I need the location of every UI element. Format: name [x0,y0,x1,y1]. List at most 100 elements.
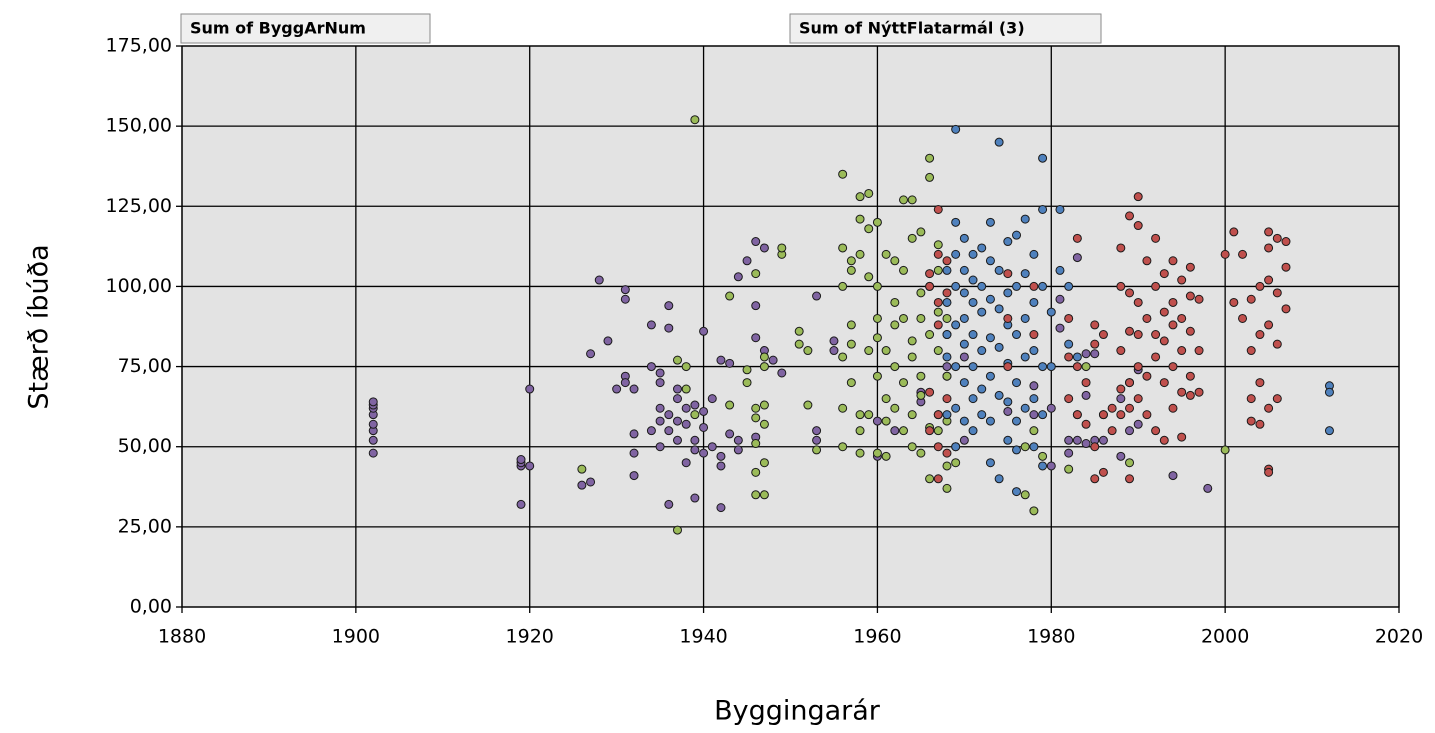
point [1020,403,1030,413]
point [1133,394,1143,404]
y-tick-label: 75,00 [118,355,172,377]
y-tick-label: 175,00 [106,35,172,57]
point [768,355,778,365]
point [907,336,917,346]
point [959,435,969,445]
point [864,346,874,356]
point [1046,461,1056,471]
point [516,455,526,465]
point [881,346,891,356]
point [672,394,682,404]
button-label[interactable]: Sum of NýttFlatarmál (3) [799,19,1025,38]
point [1116,410,1126,420]
point [1038,362,1048,372]
axes: 0,00 25,00 50,00 75,00 100,00 125,00 150,00 175… [106,35,1424,648]
y-tick-label: 25,00 [118,515,172,537]
point [751,237,761,247]
point [1020,352,1030,362]
point [1038,204,1048,214]
point [742,378,752,388]
point [907,233,917,243]
point [933,426,943,436]
y-tick-label: 150,00 [106,115,172,137]
point [994,342,1004,352]
point [1029,506,1039,516]
point [872,217,882,227]
button-box[interactable] [789,13,1102,44]
point [959,265,969,275]
point [916,390,926,400]
point [1159,336,1169,346]
point [1029,281,1039,291]
point [1324,387,1334,397]
button-box[interactable] [180,13,431,44]
point [872,333,882,343]
point [1038,153,1048,163]
point [890,362,900,372]
point [1168,320,1178,330]
point [672,416,682,426]
point [1159,378,1169,388]
point [1003,313,1013,323]
button-label[interactable]: Sum of ByggArNum [190,19,366,38]
point [1125,403,1135,413]
point [1081,390,1091,400]
point [1116,451,1126,461]
point [925,426,935,436]
point [690,400,700,410]
point [1012,416,1022,426]
point [1038,410,1048,420]
point [1020,214,1030,224]
point [759,490,769,500]
point [1168,297,1178,307]
point [646,426,656,436]
point [1064,394,1074,404]
point [1238,313,1248,323]
point [1255,330,1265,340]
point [1029,249,1039,259]
x-tick-label: 1880 [158,626,206,648]
point [864,272,874,282]
point [951,217,961,227]
point [942,371,952,381]
point [1324,426,1334,436]
point [759,362,769,372]
point [855,410,865,420]
point [1072,233,1082,243]
pivot-button[interactable]: Sum of NýttFlatarmál (3) [789,13,1102,44]
point [751,333,761,343]
grid [181,45,1400,608]
point [1020,442,1030,452]
pivot-button[interactable]: Sum of ByggArNum [180,13,431,44]
point [1055,204,1065,214]
point [1125,211,1135,221]
point [994,265,1004,275]
point [777,243,787,253]
point [959,378,969,388]
point [1012,281,1022,291]
point [1185,371,1195,381]
point [1142,313,1152,323]
point [707,394,717,404]
point [733,445,743,455]
points [368,115,1334,535]
point [977,307,987,317]
point [1046,307,1056,317]
point [794,326,804,336]
x-tick-label: 1980 [1027,626,1075,648]
point [916,448,926,458]
point [985,217,995,227]
point [1151,352,1161,362]
point [812,291,822,301]
point [368,419,378,429]
point [1090,339,1100,349]
point [951,281,961,291]
point [985,371,995,381]
point [1090,474,1100,484]
point [655,403,665,413]
point [1029,394,1039,404]
point [577,480,587,490]
point [1029,346,1039,356]
point [942,330,952,340]
point [681,419,691,429]
